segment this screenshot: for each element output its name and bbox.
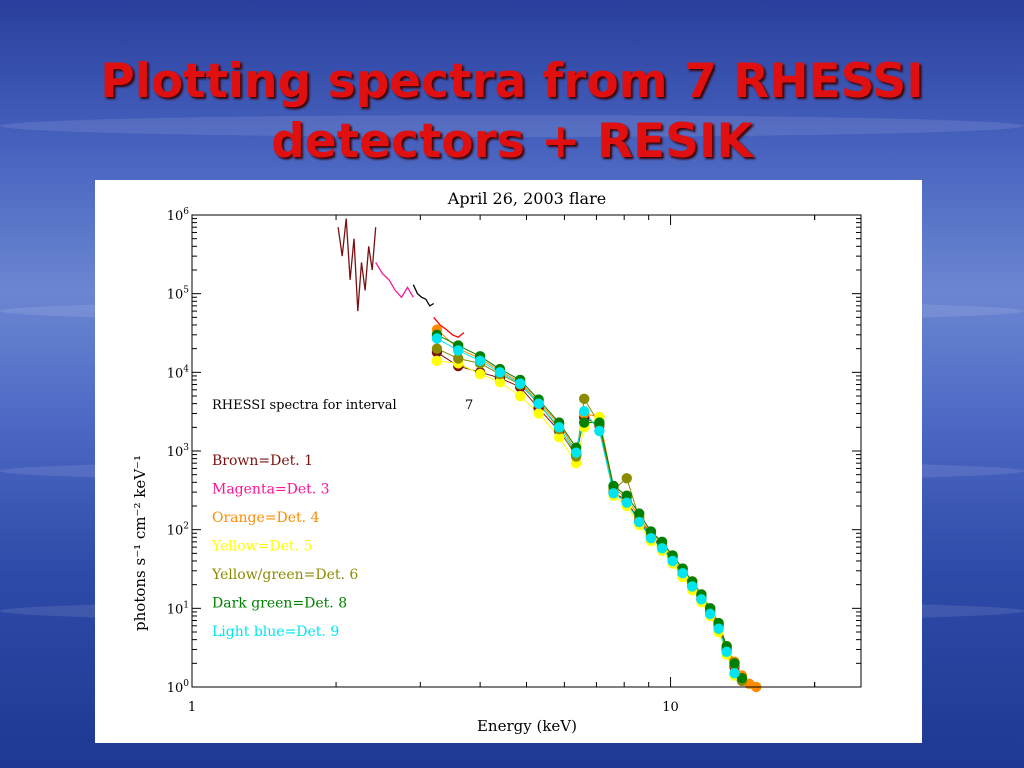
legend-entry: Dark green=Det. 8 xyxy=(212,596,347,612)
data-point xyxy=(704,608,716,620)
chart-background xyxy=(95,180,922,743)
data-point xyxy=(594,417,605,428)
data-point xyxy=(667,555,678,567)
annotation-value: 7 xyxy=(465,398,473,413)
resik-segment xyxy=(412,284,435,307)
chart-panel: April 26, 2003 flare Energy (keV) photon… xyxy=(95,180,922,743)
data-point xyxy=(494,367,506,378)
data-point xyxy=(453,345,464,356)
data-point xyxy=(645,532,657,544)
slide-title: Plotting spectra from 7 RHESSI detectors… xyxy=(0,52,1024,172)
data-point xyxy=(579,417,590,428)
data-point xyxy=(553,431,565,443)
resik-segment xyxy=(337,218,377,312)
data-point xyxy=(474,368,486,380)
data-point xyxy=(553,422,565,433)
x-tick-label: 10 xyxy=(662,700,679,715)
data-point xyxy=(579,406,590,417)
x-tick-label: 1 xyxy=(188,700,196,715)
data-point xyxy=(713,623,724,634)
background-streak xyxy=(0,115,1024,137)
data-point xyxy=(721,646,732,658)
legend-entry: Orange=Det. 4 xyxy=(212,510,320,526)
chart-title: April 26, 2003 flare xyxy=(447,189,606,208)
data-point xyxy=(696,594,707,605)
data-point xyxy=(621,473,632,484)
data-point xyxy=(656,543,668,554)
legend-entry: Yellow/green=Det. 6 xyxy=(211,567,358,583)
rhessi-series xyxy=(431,324,762,693)
data-point xyxy=(453,353,464,364)
data-point xyxy=(431,333,443,344)
legend-entry: Magenta=Det. 3 xyxy=(212,482,330,498)
slide-title-line-1: Plotting spectra from 7 RHESSI xyxy=(100,54,924,109)
legend-entry: Yellow=Det. 5 xyxy=(211,539,312,555)
data-point xyxy=(570,447,582,458)
data-point xyxy=(729,667,740,679)
resik-segment xyxy=(375,262,414,299)
legend: Brown=Det. 1 Magenta=Det. 3 Orange=Det. 4 Y… xyxy=(211,453,358,640)
data-point xyxy=(634,516,645,528)
slide-title-line-2: detectors + RESIK xyxy=(271,114,753,169)
data-point xyxy=(608,488,619,499)
data-point xyxy=(431,355,443,367)
data-point xyxy=(729,658,740,669)
data-point xyxy=(594,425,605,437)
data-point xyxy=(474,355,486,367)
resik-spectrum xyxy=(337,218,465,338)
data-point xyxy=(608,480,619,492)
resik-segment xyxy=(433,316,465,338)
data-point xyxy=(634,508,645,519)
annotation-label: RHESSI spectra for interval xyxy=(212,398,397,413)
data-point xyxy=(494,376,506,388)
data-point xyxy=(514,390,526,402)
data-point xyxy=(736,672,748,684)
y-axis-label: photons s⁻¹ cm⁻² keV⁻¹ xyxy=(131,455,149,631)
x-axis-label: Energy (keV) xyxy=(477,717,577,735)
data-point xyxy=(621,497,632,508)
legend-entry: Brown=Det. 1 xyxy=(212,453,313,469)
data-point xyxy=(533,408,544,419)
data-point xyxy=(687,581,698,592)
data-point xyxy=(431,343,443,354)
data-point xyxy=(514,378,526,389)
data-point xyxy=(533,398,544,409)
plot-frame xyxy=(191,214,862,688)
data-point xyxy=(677,567,688,579)
legend-entry: Light blue=Det. 9 xyxy=(212,624,339,640)
spectrum-chart: April 26, 2003 flare Energy (keV) photon… xyxy=(95,180,922,743)
data-point xyxy=(579,393,590,405)
